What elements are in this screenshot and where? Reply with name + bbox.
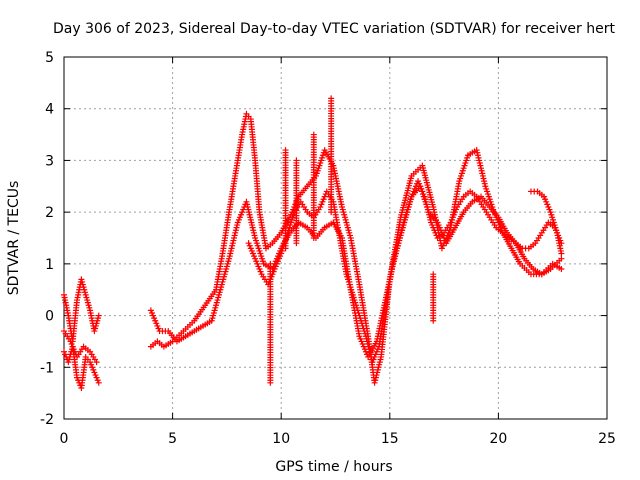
y-tick-label: 5 xyxy=(45,50,54,66)
x-tick-label: 5 xyxy=(168,431,177,447)
series-spikes xyxy=(267,95,437,386)
data-point xyxy=(558,266,565,273)
data-point xyxy=(558,250,565,257)
x-tick-label: 10 xyxy=(272,431,290,447)
series-trace-G xyxy=(527,188,565,257)
data-point xyxy=(558,255,565,262)
data-point xyxy=(267,379,274,386)
data-point xyxy=(328,95,335,102)
data-point xyxy=(282,147,289,154)
chart-title: Day 306 of 2023, Sidereal Day-to-day VTE… xyxy=(53,21,615,37)
series-trace-F xyxy=(245,178,565,366)
y-tick-label: 2 xyxy=(45,205,54,221)
data-point xyxy=(293,157,300,164)
y-tick-label: 3 xyxy=(45,153,54,169)
plot-frame xyxy=(63,56,608,420)
x-axis-label: GPS time / hours xyxy=(275,459,392,475)
y-tick-label: -1 xyxy=(40,360,54,376)
series-trace-C xyxy=(61,328,100,366)
series-trace-D xyxy=(147,110,565,386)
y-tick-label: -2 xyxy=(40,412,54,428)
data-point xyxy=(95,312,102,319)
y-axis-label: SDTVAR / TECUs xyxy=(6,181,22,296)
grid-lines xyxy=(64,57,607,419)
y-tick-label: 4 xyxy=(45,102,54,118)
data-point xyxy=(430,317,437,324)
data-point xyxy=(95,379,102,386)
data-point xyxy=(310,131,317,138)
x-tick-label: 20 xyxy=(489,431,507,447)
x-tick-label: 0 xyxy=(60,431,69,447)
x-tick-label: 15 xyxy=(381,431,399,447)
y-tick-label: 1 xyxy=(45,257,54,273)
y-tick-label: 0 xyxy=(45,309,54,325)
series-trace-A xyxy=(61,276,102,345)
data-point xyxy=(93,359,100,366)
data-marks xyxy=(61,95,565,391)
series-trace-B xyxy=(61,343,102,391)
axis-ticks: 0 5 10 15 20 25 -2 -1 0 1 2 3 4 5 xyxy=(40,50,616,447)
x-tick-label: 25 xyxy=(598,431,616,447)
